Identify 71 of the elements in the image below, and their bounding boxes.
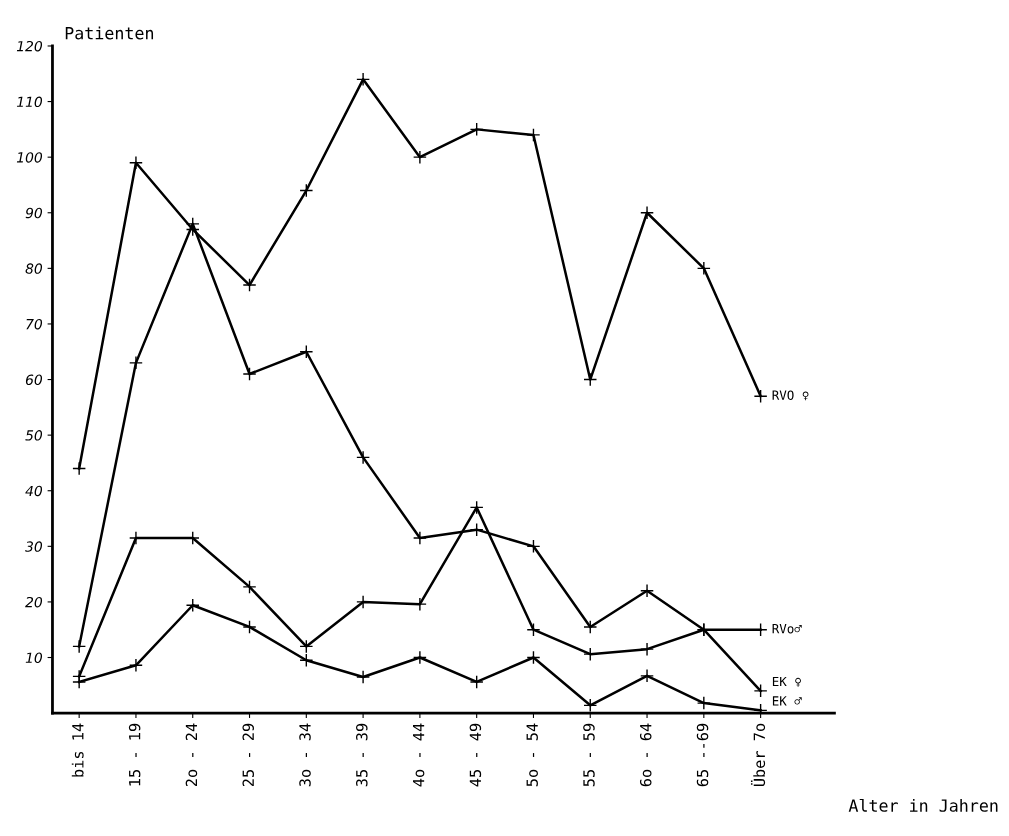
point (412, 650, 427, 665)
y-tick-label: 70 (26, 318, 43, 330)
point (185, 598, 200, 613)
y-tick-label: 30 (25, 541, 43, 552)
point (242, 619, 257, 634)
point (753, 389, 768, 404)
point (583, 619, 598, 634)
y-tick-label: 80 (25, 263, 43, 274)
point (412, 150, 427, 165)
point (299, 183, 314, 198)
point (696, 696, 711, 711)
x-tick-label: Über 7o (750, 723, 766, 787)
y-tick-label: 120 (16, 40, 43, 52)
x-tick-label: 3o - 34 (299, 723, 311, 787)
y-tick-label: 50 (25, 430, 43, 441)
point (640, 642, 654, 657)
point (242, 367, 257, 381)
x-tick-label: 35 - 39 (356, 723, 368, 787)
point (72, 461, 87, 476)
x-tick-label: 6o - 64 (639, 723, 652, 787)
point (753, 683, 768, 698)
point (72, 675, 87, 689)
point (469, 122, 484, 137)
point (583, 372, 598, 387)
x-tick-label: 55 - 59 (583, 723, 595, 787)
y-tick-label: 20 (25, 596, 43, 608)
point (640, 205, 654, 220)
y-axis-title: Patienten (65, 26, 154, 40)
point (640, 583, 654, 598)
point (583, 698, 598, 713)
x-tick-label: 5o - 54 (526, 723, 538, 787)
point (356, 72, 371, 87)
y-tick-label: 110 (16, 96, 43, 108)
series-label: EK ♂ (772, 696, 802, 706)
point (72, 639, 87, 654)
point (356, 450, 371, 465)
point (242, 278, 257, 292)
point (526, 127, 541, 142)
point (526, 622, 541, 637)
x-tick-label: 65 --69 (696, 723, 709, 787)
y-tick-label: 40 (25, 485, 43, 497)
x-tick-label: 45 - 49 (469, 723, 482, 787)
x-tick-label: 15 - 19 (128, 723, 141, 786)
point (640, 668, 654, 683)
point (299, 639, 314, 654)
point (696, 261, 711, 276)
point (129, 658, 143, 673)
point (753, 703, 768, 714)
y-tick-label: 10 (25, 652, 43, 663)
point (526, 539, 541, 554)
point (356, 670, 371, 684)
point (299, 653, 314, 668)
y-tick-label: 60 (25, 374, 43, 386)
series-label: EK ♀ (772, 676, 801, 687)
x-tick-label: 4o - 44 (413, 723, 425, 787)
point (469, 500, 484, 515)
x-tick-label: bis 14 (71, 723, 84, 777)
point (129, 155, 143, 170)
point (242, 579, 257, 594)
series-label: RVO ♀ (772, 390, 809, 401)
x-tick-label: 2o - 24 (185, 723, 198, 787)
point (299, 344, 314, 359)
point (526, 650, 541, 665)
x-axis-title: Alter in Jahren (848, 798, 998, 812)
point (469, 675, 484, 689)
point (412, 531, 427, 545)
y-tick-label: 90 (25, 207, 43, 219)
point (129, 355, 143, 370)
y-tick-label: 100 (16, 152, 43, 163)
series-label: RVo♂ (772, 624, 802, 634)
x-tick-label: 25 - 29 (242, 723, 254, 787)
